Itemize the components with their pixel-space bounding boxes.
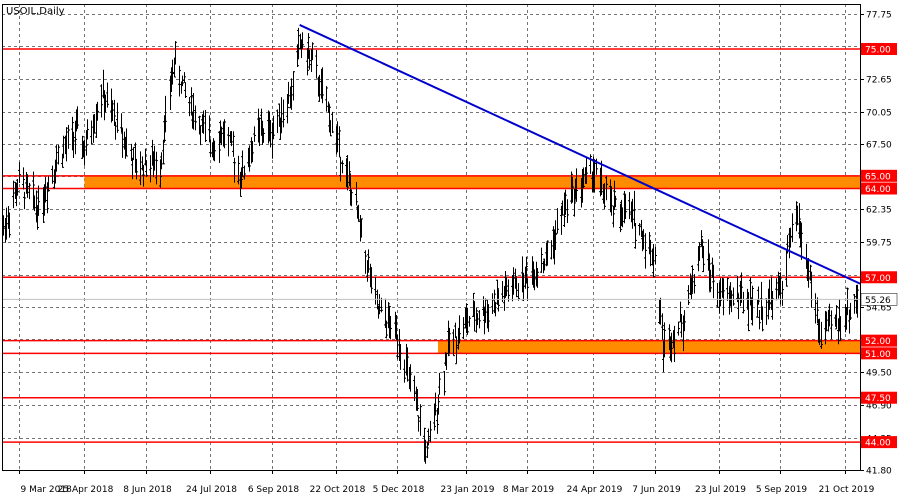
x-tick-label: 23 Jul 2019: [695, 485, 746, 495]
level-label: 51.00: [865, 350, 891, 360]
level-label: 65.00: [865, 172, 891, 182]
support-resistance-zone: [84, 175, 861, 189]
levels-layer: [2, 48, 860, 443]
level-label-box: [861, 182, 897, 195]
x-tick-label: 24 Jul 2018: [186, 485, 237, 495]
x-tick-label: 23 Jan 2019: [441, 485, 495, 495]
label-layer: 75.00 65.00 64.00 57.00 52.00 51.00 47.50 44.00…: [860, 43, 898, 449]
level-label-box: [861, 436, 897, 449]
y-tick-label: 67.50: [866, 141, 892, 151]
level-label: 57.00: [865, 274, 891, 284]
zones-layer: [84, 175, 861, 354]
y-tick-label: 62.35: [866, 206, 892, 216]
level-label: 47.50: [865, 394, 891, 404]
x-tick-label: 22 Oct 2018: [310, 485, 366, 495]
y-tick-label: 41.80: [866, 467, 892, 477]
y-tick-label: 72.65: [866, 76, 892, 86]
x-tick-label: 8 Mar 2019: [503, 485, 555, 495]
level-label: 52.00: [865, 337, 891, 347]
level-label-box: [861, 334, 897, 347]
y-tick-label: 70.05: [866, 109, 892, 119]
level-label-box: [861, 169, 897, 182]
chart-title: USOIL,Daily: [6, 6, 65, 17]
trendline: [299, 24, 861, 285]
level-label-box: [861, 271, 897, 284]
y-tick-label: 54.65: [866, 304, 892, 314]
trendline-layer: [299, 24, 861, 285]
y-tick-label: 77.75: [866, 11, 892, 21]
x-tick-label: 5 Sep 2019: [756, 485, 808, 495]
x-tick-label: 7 Jun 2019: [632, 485, 681, 495]
current-price-box: [860, 293, 898, 306]
level-label: 44.00: [865, 439, 891, 449]
level-label-box: [861, 43, 897, 56]
x-tick-label: 25 Apr 2018: [58, 485, 114, 495]
x-tick-label: 8 Jun 2018: [123, 485, 172, 495]
y-tick-label: 59.75: [866, 239, 892, 249]
level-label: 64.00: [865, 185, 891, 195]
y-tick-label: 49.50: [866, 369, 892, 379]
series-layer: [2, 27, 860, 464]
support-resistance-zone: [437, 340, 860, 354]
level-label-box: [861, 391, 897, 404]
level-label-box: [861, 347, 897, 360]
x-tick-label: 6 Sep 2018: [248, 485, 300, 495]
x-tick-label: 21 Oct 2019: [819, 485, 875, 495]
x-tick-label: 9 Mar 2018: [21, 485, 73, 495]
current-price-label: 55.26: [865, 296, 891, 306]
y-tick-label: 46.90: [866, 402, 892, 412]
x-tick-label: 24 Apr 2019: [567, 485, 623, 495]
level-label: 75.00: [865, 46, 891, 56]
x-tick-label: 5 Dec 2018: [373, 485, 425, 495]
plot-frame: [2, 4, 861, 471]
